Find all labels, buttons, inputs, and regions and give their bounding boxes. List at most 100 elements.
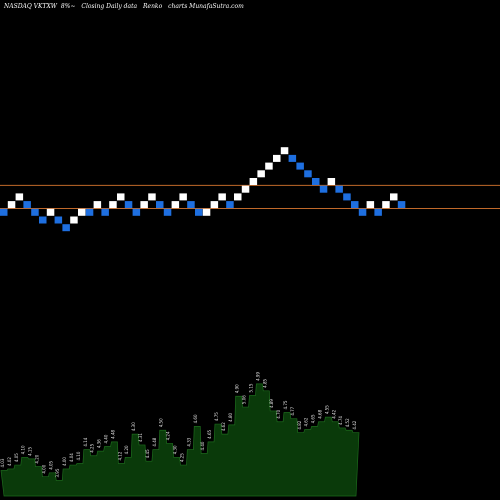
renko-brick-down — [358, 208, 367, 216]
renko-brick-down — [62, 224, 70, 232]
volume-label: 4.75 — [283, 400, 288, 409]
renko-brick-down — [101, 208, 109, 216]
renko-brick-down — [374, 208, 382, 216]
renko-brick-up — [273, 154, 281, 162]
renko-brick-up — [280, 147, 289, 155]
renko-brick-down — [187, 201, 195, 209]
renko-brick-up — [327, 178, 336, 185]
volume-label: 4.55 — [324, 405, 329, 414]
renko-brick-down — [312, 178, 320, 185]
chart-header: NASDAQ VKTXW 8%~ Closing Daily data Renko… — [4, 3, 248, 10]
renko-brick-up — [109, 201, 117, 209]
renko-brick-down — [156, 201, 164, 209]
volume-label: 4.65 — [207, 430, 212, 439]
volume-label: 4.05 — [48, 460, 53, 469]
reference-lines — [0, 184, 500, 209]
volume-label: 4.20 — [35, 454, 40, 463]
volume-label: 4.52 — [345, 418, 350, 427]
renko-brick-down — [39, 216, 47, 224]
renko-brick-up — [210, 201, 219, 209]
volume-label: 4.70 — [276, 409, 281, 418]
volume-label: 4.60 — [193, 414, 198, 423]
volume-label: 4.24 — [166, 431, 171, 440]
volume-label: 4.14 — [83, 437, 88, 446]
renko-brick-up — [117, 193, 125, 201]
volume-label: 5.06 — [242, 395, 247, 404]
volume-label: 4.00 — [62, 457, 67, 466]
volume-label: 4.04 — [69, 453, 74, 462]
renko-brick-up — [179, 193, 187, 201]
volume-label: 4.00 — [41, 464, 46, 473]
renko-brick-down — [54, 216, 63, 224]
volume-label: 4.48 — [110, 430, 115, 439]
renko-brick-down — [335, 185, 343, 193]
volume-label: 4.12 — [117, 451, 122, 460]
volume-label: 4.82 — [297, 420, 302, 429]
renko-brick-down — [124, 201, 133, 209]
renko-brick-up — [15, 193, 24, 201]
volume-label: 4.03 — [0, 458, 5, 467]
renko-brick-down — [226, 201, 234, 209]
renko-brick-up — [390, 193, 398, 201]
volume-labels: 4.03 4.02 4.054.10 4.154.204.00 4.053.954.00… — [0, 372, 357, 478]
renko-brick-up — [241, 185, 250, 193]
volume-label: 4.62 — [221, 422, 226, 431]
renko-brick-down — [343, 193, 351, 201]
renko-brick-up — [93, 201, 102, 209]
renko-brick-up — [382, 201, 390, 209]
renko-brick-up — [366, 201, 375, 209]
volume-area-path — [0, 383, 360, 497]
volume-label: 4.99 — [255, 372, 260, 381]
volume-label: 4.90 — [235, 384, 240, 393]
renko-brick-down — [0, 208, 8, 216]
volume-label: 4.15 — [28, 447, 33, 456]
renko-brick-down — [195, 208, 203, 216]
volume-label: 4.62 — [304, 417, 309, 426]
volume-label: 5.15 — [248, 383, 253, 392]
volume-label: 4.25 — [179, 453, 184, 462]
renko-brick-up — [234, 193, 242, 201]
volume-label: 4.42 — [331, 409, 336, 418]
volume-label: 4.33 — [186, 437, 191, 446]
renko-brick-down — [319, 185, 328, 193]
renko-brick-down — [397, 201, 406, 209]
renko-brick-down — [85, 208, 94, 216]
volume-label: 4.65 — [311, 414, 316, 423]
volume-label: 4.45 — [145, 449, 150, 458]
volume-label: 3.95 — [55, 468, 60, 477]
renko-brick-up — [78, 208, 86, 216]
renko-brick-down — [163, 208, 172, 216]
site-label: charts MunafaSutra.com — [168, 3, 244, 10]
renko-bricks — [0, 147, 406, 232]
volume-label: 4.31 — [138, 433, 143, 442]
chart-name-label: Renko — [143, 3, 163, 10]
renko-brick-up — [70, 216, 78, 224]
renko-brick-up — [148, 193, 156, 201]
volume-label: 4.85 — [262, 378, 267, 387]
caption-label: Closing Daily data — [81, 3, 138, 10]
renko-brick-up — [249, 178, 258, 185]
renko-brick-up — [218, 193, 226, 201]
volume-area — [0, 383, 360, 497]
volume-label: 4.36 — [97, 439, 102, 448]
volume-label: 4.10 — [21, 445, 26, 454]
renko-brick-down — [23, 201, 31, 209]
renko-brick-up — [140, 201, 148, 209]
renko-brick-up — [265, 162, 273, 170]
volume-label: 4.40 — [200, 441, 205, 450]
renko-brick-up — [202, 208, 211, 216]
volume-label: 4.50 — [159, 418, 164, 427]
volume-label: 4.30 — [131, 422, 136, 431]
renko-brick-up — [7, 201, 16, 209]
renko-brick-down — [304, 170, 312, 178]
volume-label: 4.20 — [124, 445, 129, 454]
volume-label: 4.42 — [352, 420, 357, 429]
renko-brick-up — [171, 201, 180, 209]
change-suffix: ~ — [70, 3, 76, 10]
renko-brick-down — [31, 208, 39, 216]
volume-label: 4.68 — [317, 409, 322, 418]
volume-label: 4.25 — [90, 443, 95, 452]
volume-label: 4.75 — [214, 412, 219, 421]
volume-label: 4.30 — [173, 445, 178, 454]
